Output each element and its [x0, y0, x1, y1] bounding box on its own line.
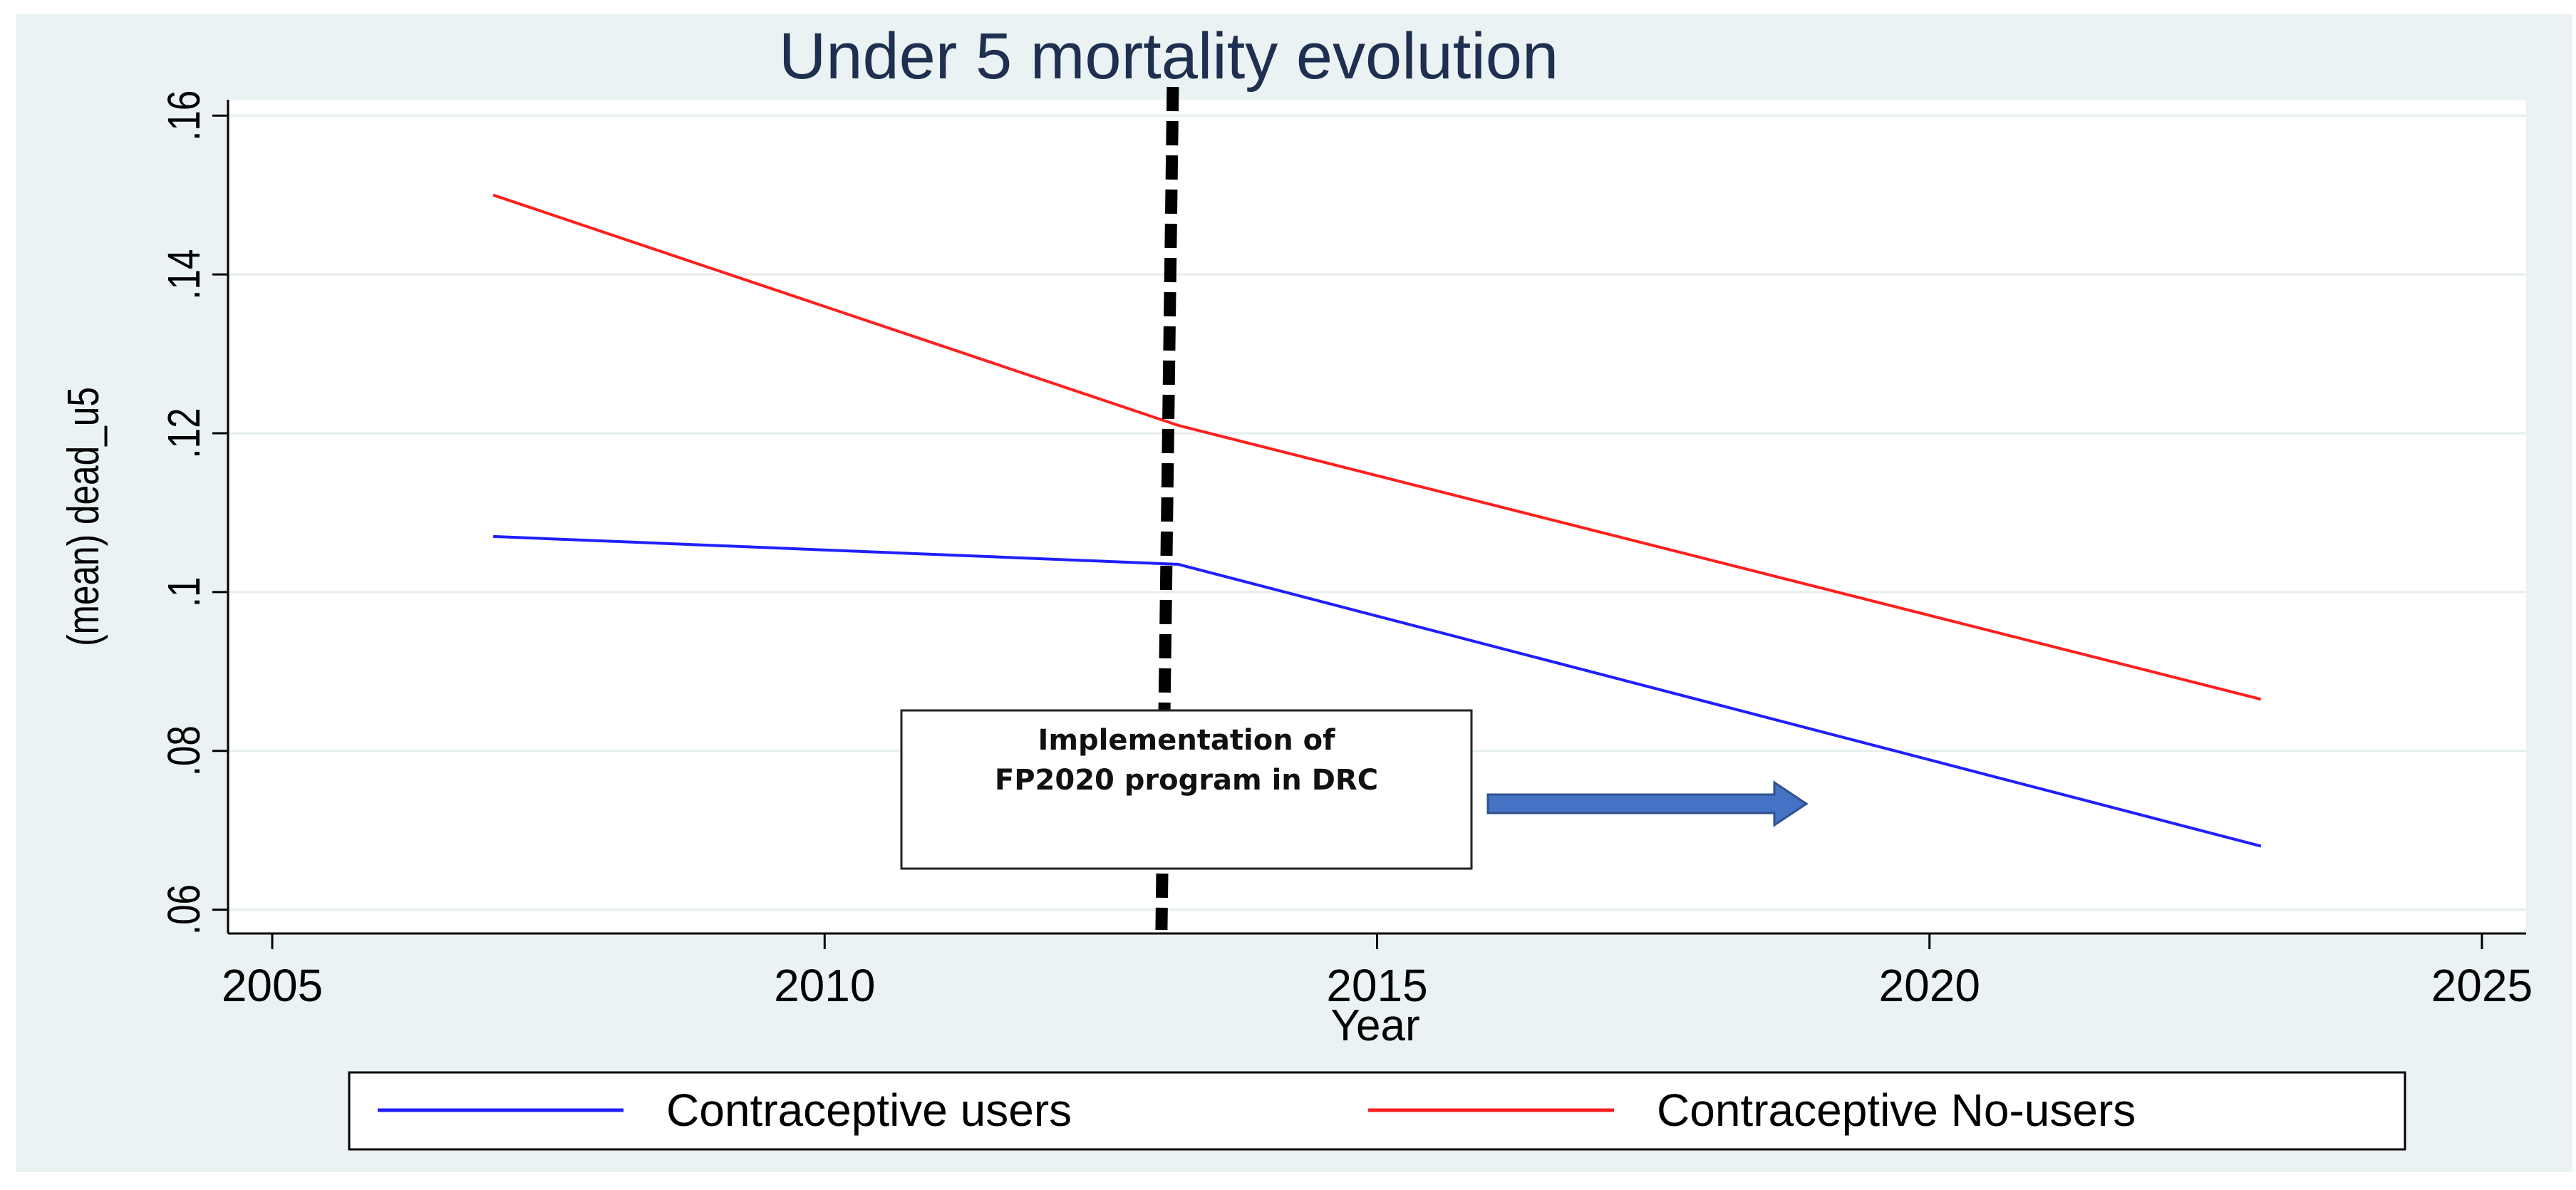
y-axis-ticks: .06 .08 .1 .12 .14 .16 — [160, 90, 228, 935]
x-tick-label-1: 2010 — [774, 960, 875, 1011]
x-tick-label-2: 2015 — [1326, 960, 1427, 1011]
series-layer — [492, 193, 2262, 848]
series-line-contraceptive-no-users — [492, 193, 2262, 701]
annotation-box — [900, 709, 1473, 870]
legend-label-no-users: Contraceptive No-users — [1657, 1085, 2136, 1136]
y-tick-label-3: .12 — [160, 408, 210, 458]
annotation: Implementation of FP2020 program in DRC — [900, 709, 1809, 870]
y-axis-title: (mean) dead_u5 — [58, 387, 108, 646]
x-tick-label-0: 2005 — [222, 960, 323, 1011]
legend-box — [348, 1071, 2406, 1151]
annotation-arrow — [1486, 780, 1809, 827]
y-tick-label-5: .16 — [160, 90, 210, 141]
series-line-contraceptive-users — [493, 534, 2262, 848]
annotation-line-2: FP2020 program in DRC — [995, 764, 1378, 797]
x-axis-ticks: 2005 2010 2015 2020 2025 — [222, 933, 2533, 1011]
x-tick-label-3: 2020 — [1879, 960, 1980, 1011]
annotation-line-1: Implementation of — [1038, 724, 1335, 757]
x-tick-label-4: 2025 — [2431, 960, 2533, 1011]
y-tick-label-2: .1 — [160, 577, 210, 608]
legend: Contraceptive users Contraceptive No-use… — [348, 1071, 2406, 1151]
y-tick-label-4: .14 — [160, 249, 210, 300]
grid-lines — [228, 114, 2526, 911]
chart-title: Under 5 mortality evolution — [779, 20, 1558, 93]
y-tick-label-0: .06 — [160, 884, 210, 935]
y-tick-label-1: .08 — [160, 725, 210, 776]
x-axis-title: Year — [1330, 1001, 1419, 1050]
legend-label-users: Contraceptive users — [666, 1085, 1072, 1136]
